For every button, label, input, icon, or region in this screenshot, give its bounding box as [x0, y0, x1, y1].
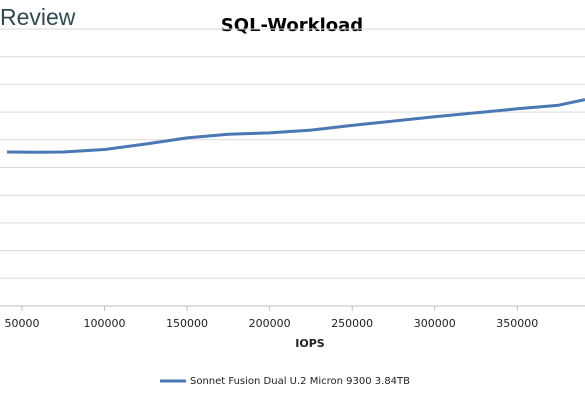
data-line [7, 98, 585, 154]
legend-label: Sonnet Fusion Dual U.2 Micron 9300 3.84T… [190, 376, 410, 387]
chart-title: SQL-Workload [221, 15, 363, 36]
x-tick-label: 100000 [84, 317, 126, 330]
x-tick-label: 350000 [496, 317, 538, 330]
x-tick-label: 150000 [166, 317, 208, 330]
x-tick-label: 50000 [4, 317, 39, 330]
brand: Review [0, 4, 76, 30]
x-tick-label: 300000 [414, 317, 456, 330]
x-axis-title: IOPS [295, 337, 325, 350]
x-tick-label: 200000 [249, 317, 291, 330]
x-tick-label: 250000 [331, 317, 373, 330]
